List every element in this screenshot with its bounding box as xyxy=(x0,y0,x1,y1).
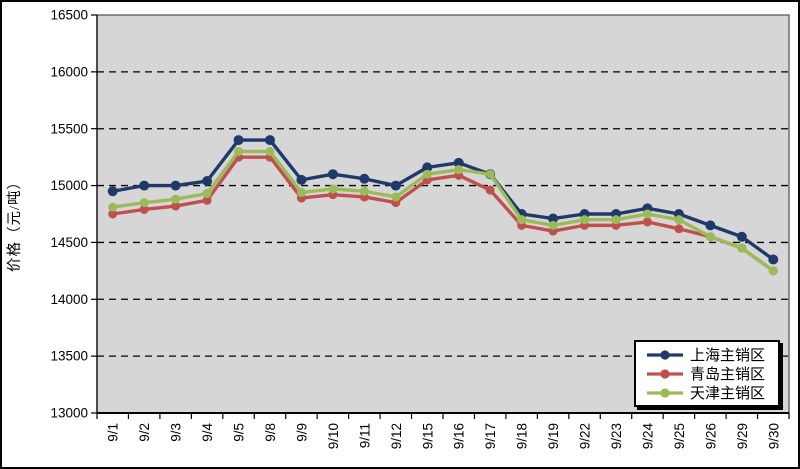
legend-item-2: 天津主销区 xyxy=(646,383,772,402)
series-2-marker xyxy=(454,165,464,175)
series-0-marker xyxy=(296,174,307,185)
series-0-marker xyxy=(768,254,779,265)
x-tick-label: 9/24 xyxy=(640,423,655,450)
x-tick-label: 9/22 xyxy=(578,423,593,449)
y-tick-label: 14000 xyxy=(50,292,88,307)
series-2-marker xyxy=(359,186,369,196)
x-tick-label: 9/3 xyxy=(169,423,184,442)
legend-item-1: 青岛主销区 xyxy=(646,364,772,383)
series-2-marker xyxy=(328,184,338,194)
x-tick-label: 9/26 xyxy=(703,423,718,449)
legend-marker-icon xyxy=(647,387,683,398)
series-2-marker xyxy=(265,146,275,156)
x-tick-label: 9/12 xyxy=(389,423,404,449)
series-0-marker xyxy=(170,180,181,191)
series-2-marker xyxy=(611,215,621,225)
series-1-marker xyxy=(139,204,149,214)
series-0-marker xyxy=(107,186,118,197)
series-0-marker xyxy=(548,213,559,224)
x-tick-label: 9/8 xyxy=(263,423,278,442)
series-2-marker xyxy=(485,169,495,179)
series-2-marker xyxy=(202,189,212,199)
legend-item-0: 上海主销区 xyxy=(646,345,772,364)
series-0-line xyxy=(111,138,775,262)
series-1-marker xyxy=(642,217,652,227)
y-tick-label: 16500 xyxy=(50,8,88,23)
y-tick-label: 15000 xyxy=(50,178,88,193)
series-0-marker xyxy=(736,231,747,242)
series-2-marker xyxy=(422,169,432,179)
series-0-marker xyxy=(390,180,401,191)
series-2-marker xyxy=(296,187,306,197)
series-0-marker xyxy=(139,180,150,191)
series-2-marker xyxy=(642,209,652,219)
x-tick-label: 9/17 xyxy=(483,423,498,449)
y-tick-label: 16000 xyxy=(50,64,88,79)
series-1-line xyxy=(111,155,775,273)
x-tick-label: 9/23 xyxy=(609,423,624,449)
series-0-marker xyxy=(265,135,275,146)
series-1-marker xyxy=(171,201,181,211)
y-axis-title: 价格（元/吨） xyxy=(7,173,23,273)
x-tick-label: 9/29 xyxy=(735,423,750,449)
series-2-marker xyxy=(108,202,118,212)
series-2-marker xyxy=(548,220,558,230)
series-2-marker xyxy=(737,243,747,253)
legend-marker-icon xyxy=(647,349,683,360)
series-1-marker xyxy=(674,224,684,234)
series-2-marker xyxy=(139,198,149,208)
series-0-marker xyxy=(233,135,244,146)
y-tick-label: 13500 xyxy=(50,349,88,364)
series-2-line xyxy=(111,149,775,273)
series-2-marker xyxy=(580,215,590,225)
x-tick-label: 9/10 xyxy=(326,423,341,449)
x-tick-label: 9/15 xyxy=(420,423,435,449)
legend-label: 青岛主销区 xyxy=(690,367,766,383)
series-2-marker xyxy=(674,215,684,225)
x-tick-label: 9/4 xyxy=(200,423,215,442)
x-tick-label: 9/16 xyxy=(452,423,467,449)
series-1-marker xyxy=(108,209,118,219)
x-tick-label: 9/5 xyxy=(232,423,247,442)
x-tick-label: 9/1 xyxy=(106,423,121,442)
series-0-marker xyxy=(422,162,433,173)
x-tick-label: 9/25 xyxy=(672,423,687,449)
x-tick-label: 9/9 xyxy=(294,423,309,442)
series-2-marker xyxy=(768,266,778,276)
series-1-marker xyxy=(485,185,495,195)
y-tick-label: 14500 xyxy=(50,235,88,250)
series-2-marker xyxy=(171,194,181,204)
series-0-marker xyxy=(327,169,338,180)
x-tick-label: 9/18 xyxy=(515,423,530,449)
series-2-marker xyxy=(705,232,715,242)
x-tick-label: 9/19 xyxy=(546,423,561,449)
y-tick-label: 13000 xyxy=(50,406,88,421)
series-2-marker xyxy=(234,146,244,156)
x-tick-label: 9/2 xyxy=(137,423,152,442)
legend: 上海主销区青岛主销区天津主销区 xyxy=(634,340,780,407)
x-tick-label: 9/11 xyxy=(357,423,372,448)
legend-marker-icon xyxy=(647,368,683,379)
legend-label: 上海主销区 xyxy=(690,348,766,364)
series-2-marker xyxy=(391,192,401,202)
series-0-marker xyxy=(359,173,370,184)
series-0-marker xyxy=(202,176,213,187)
series-0-marker xyxy=(453,157,464,168)
x-tick-label: 9/30 xyxy=(766,423,781,449)
series-2-marker xyxy=(517,215,527,225)
y-tick-label: 15500 xyxy=(50,121,88,136)
series-1-marker xyxy=(202,195,212,205)
legend-label: 天津主销区 xyxy=(690,386,766,402)
series-0-marker xyxy=(705,220,716,231)
